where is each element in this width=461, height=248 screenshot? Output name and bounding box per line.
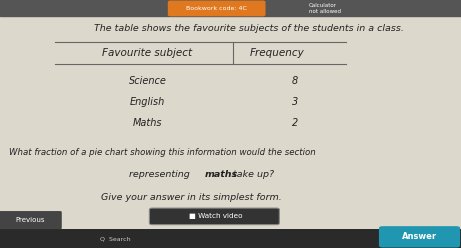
Text: Maths: Maths	[133, 118, 162, 128]
FancyBboxPatch shape	[0, 211, 62, 229]
Text: maths: maths	[205, 170, 238, 179]
Text: 2: 2	[292, 118, 298, 128]
Text: Q  Search: Q Search	[100, 236, 130, 241]
FancyBboxPatch shape	[168, 0, 266, 16]
Text: Bookwork code: 4C: Bookwork code: 4C	[186, 6, 247, 11]
FancyBboxPatch shape	[149, 208, 279, 225]
FancyBboxPatch shape	[379, 226, 460, 248]
Text: ■ Watch video: ■ Watch video	[189, 213, 242, 219]
Text: Give your answer in its simplest form.: Give your answer in its simplest form.	[101, 193, 282, 202]
Text: Calculator
not allowed: Calculator not allowed	[309, 3, 341, 14]
Text: Answer: Answer	[402, 232, 437, 241]
Text: Previous: Previous	[15, 217, 45, 223]
Text: The table shows the favourite subjects of the students in a class.: The table shows the favourite subjects o…	[94, 24, 404, 33]
Text: English: English	[130, 97, 165, 107]
Text: 3: 3	[292, 97, 298, 107]
Text: What fraction of a pie chart showing this information would the section: What fraction of a pie chart showing thi…	[9, 148, 316, 157]
FancyBboxPatch shape	[0, 229, 461, 248]
Text: Frequency: Frequency	[249, 48, 304, 58]
FancyBboxPatch shape	[0, 0, 461, 16]
Text: representing: representing	[129, 170, 193, 179]
Text: 8: 8	[292, 76, 298, 86]
Text: take up?: take up?	[230, 170, 273, 179]
Text: Favourite subject: Favourite subject	[102, 48, 193, 58]
Text: Science: Science	[129, 76, 166, 86]
